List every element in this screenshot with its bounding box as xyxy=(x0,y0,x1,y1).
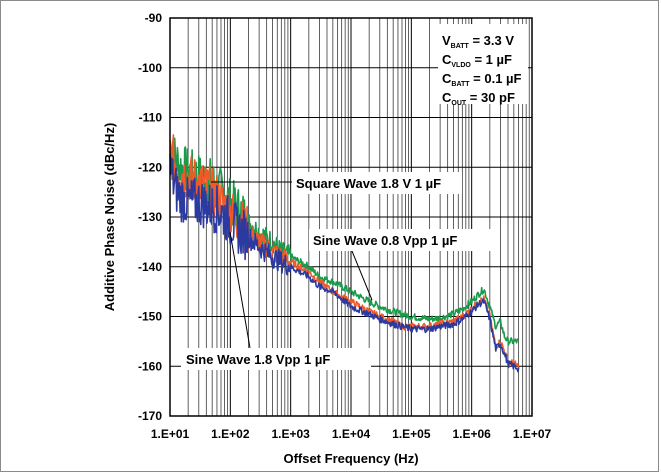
annotation-leader-line xyxy=(351,250,373,301)
series-line xyxy=(169,137,520,346)
y-tick-label: -170 xyxy=(138,409,162,423)
y-tick-label: -150 xyxy=(138,310,162,324)
annotation-label: Sine Wave 1.8 Vpp 1 µF xyxy=(186,352,330,367)
x-tick-labels: 1.E+01 1.E+02 1.E+03 1.E+04 1.E+05 1.E+06 1.E+… xyxy=(151,427,552,441)
x-tick-label: 1.E+03 xyxy=(271,427,310,441)
x-tick-label: 1.E+05 xyxy=(392,427,431,441)
y-tick-label: -120 xyxy=(138,160,162,174)
y-tick-label: -110 xyxy=(139,111,163,125)
y-tick-label: -90 xyxy=(145,11,163,25)
annotation-label: Sine Wave 0.8 Vpp 1 µF xyxy=(313,233,457,248)
annotations: Square Wave 1.8 V 1 µF Sine Wave 0.8 Vpp … xyxy=(181,172,499,370)
x-axis-title: Offset Frequency (Hz) xyxy=(283,451,418,466)
annotation-background xyxy=(309,229,499,251)
x-tick-label: 1.E+07 xyxy=(513,427,552,441)
x-tick-label: 1.E+04 xyxy=(332,427,371,441)
y-axis-title: Additive Phase Noise (dBc/Hz) xyxy=(102,123,117,312)
y-tick-label: -130 xyxy=(138,210,162,224)
y-tick-labels: -90 -100 -110 -120 -130 -140 -150 -160 -170 xyxy=(138,11,162,423)
x-tick-label: 1.E+01 xyxy=(151,427,190,441)
condition-line: COUT = 30 pF xyxy=(442,90,515,107)
series-line xyxy=(169,153,520,373)
plot-border xyxy=(169,17,533,417)
condition-line: CVLDO = 1 µF xyxy=(442,52,512,69)
annotation-leader-line xyxy=(229,231,251,349)
conditions-box xyxy=(438,24,528,104)
y-tick-label: -100 xyxy=(138,61,162,75)
series-group xyxy=(169,134,520,373)
annotation-background xyxy=(181,348,371,370)
x-tick-label: 1.E+06 xyxy=(452,427,491,441)
x-tick-label: 1.E+02 xyxy=(211,427,250,441)
annotation-background xyxy=(292,172,462,194)
condition-line: CBATT = 0.1 µF xyxy=(442,71,522,88)
y-tick-label: -140 xyxy=(138,260,162,274)
y-tick-label: -160 xyxy=(138,359,162,373)
condition-line: VBATT = 3.3 V xyxy=(442,33,514,50)
annotation-label: Square Wave 1.8 V 1 µF xyxy=(296,176,441,191)
test-conditions: VBATT = 3.3 V CVLDO = 1 µF CBATT = 0.1 µF C… xyxy=(438,24,528,107)
series-line xyxy=(169,134,520,370)
